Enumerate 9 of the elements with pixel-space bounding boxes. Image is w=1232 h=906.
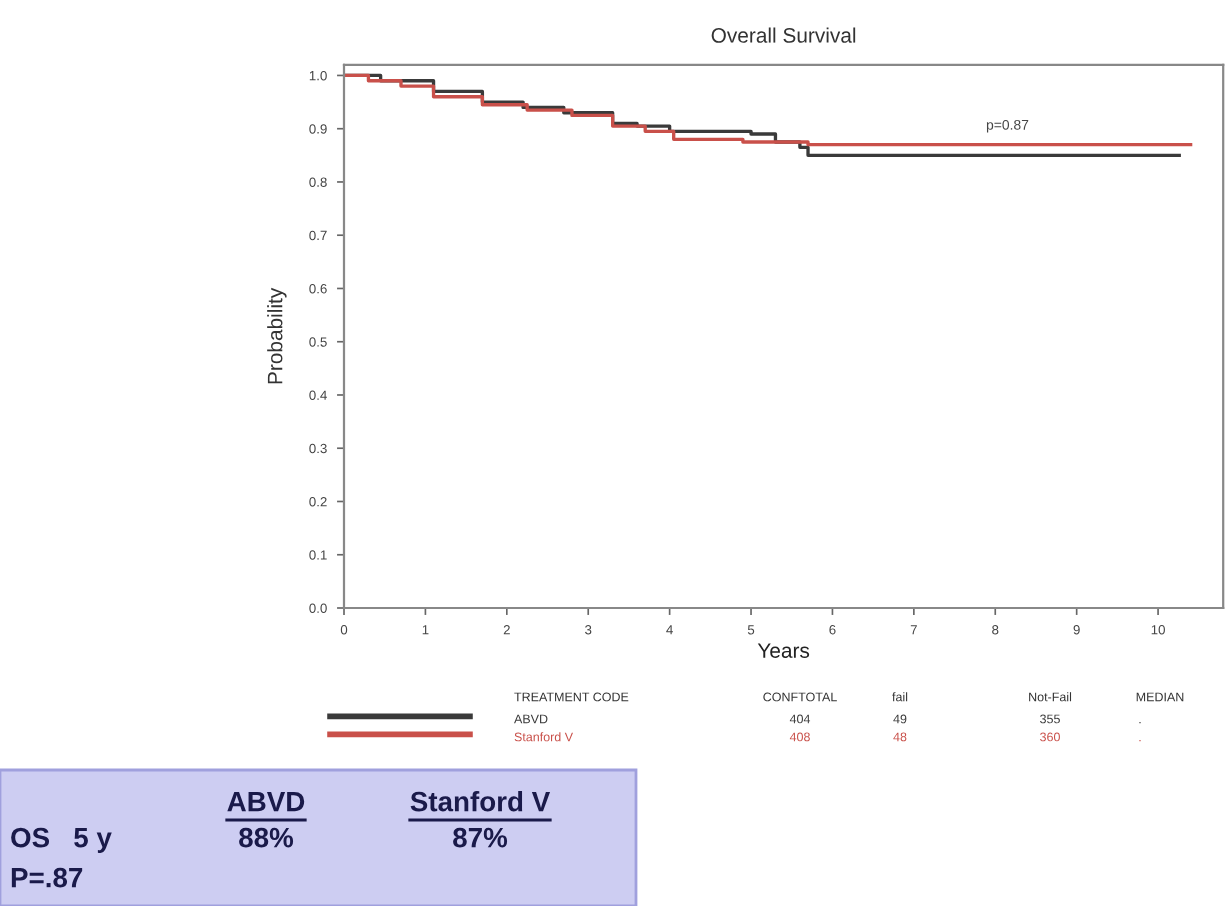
text: ABVD xyxy=(227,792,305,812)
y-axis-title: Probability xyxy=(267,287,287,384)
text: 88% xyxy=(239,827,294,848)
x-axis-title: Years xyxy=(757,643,810,658)
text: Stanford V xyxy=(410,791,551,812)
text: 87% xyxy=(453,827,508,848)
text: P=.87 xyxy=(11,867,83,888)
chart-title: Overall Survival xyxy=(711,27,856,43)
text: OS 5 y xyxy=(11,827,112,853)
